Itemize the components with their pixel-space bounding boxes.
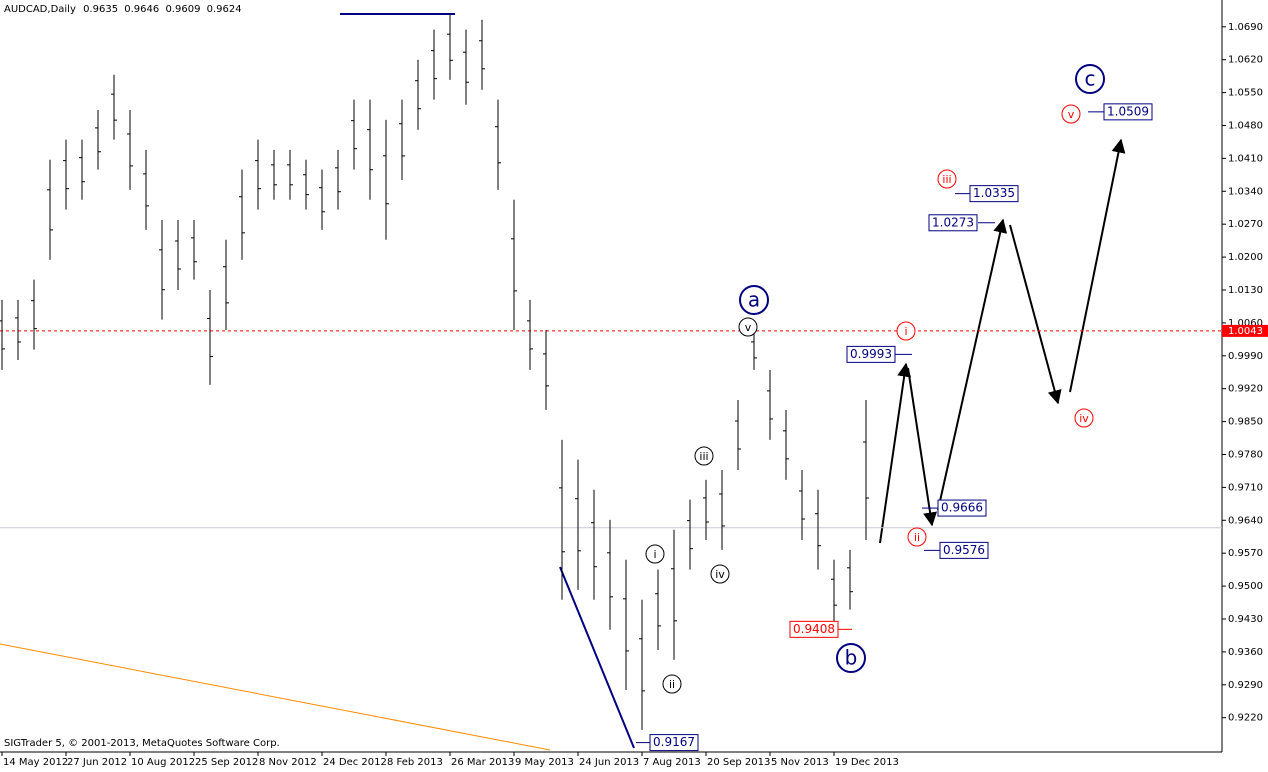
y-tick-label: 0.9290: [1228, 680, 1263, 691]
level-box: [969, 185, 1019, 203]
level-box: [789, 620, 839, 638]
level-box: [937, 499, 987, 517]
y-tick-label: 1.0340: [1228, 186, 1263, 197]
y-tick-label: 1.0550: [1228, 88, 1263, 99]
level-label: 1.0273: [932, 215, 974, 229]
level-label: 0.9576: [943, 543, 985, 557]
high: 0.9646: [124, 4, 159, 15]
wave-circle: [645, 544, 665, 564]
y-tick-label: 0.9500: [1228, 581, 1263, 592]
x-tick-label: 5 Nov 2013: [771, 757, 829, 768]
x-tick-label: 19 Dec 2013: [835, 757, 899, 768]
level-label: 1.0509: [1107, 104, 1149, 118]
wave-circle: [710, 564, 730, 584]
y-tick-label: 1.0060: [1228, 318, 1263, 329]
y-tick-label: 0.9220: [1228, 713, 1263, 724]
x-tick-label: 14 May 2012: [3, 757, 68, 768]
wave-circle: [662, 674, 682, 694]
price-line-label-bg: [1222, 324, 1268, 337]
x-tick-label: 24 Jun 2013: [579, 757, 639, 768]
wave-label: iii: [699, 450, 708, 463]
wave-circle: [694, 446, 714, 466]
x-tick-label: 10 Aug 2012: [131, 757, 195, 768]
level-box: [939, 541, 989, 559]
y-tick-label: 1.0270: [1228, 219, 1263, 230]
y-tick-label: 0.9920: [1228, 384, 1263, 395]
wave-label: ii: [914, 531, 920, 544]
wave-label: v: [745, 321, 752, 334]
level-box: [649, 734, 699, 752]
wave-circle: [896, 321, 916, 341]
symbol: AUDCAD,Daily: [4, 4, 76, 15]
wave-label: i: [653, 548, 656, 561]
x-tick-label: 7 Aug 2013: [643, 757, 701, 768]
wave-label: c: [1085, 67, 1096, 91]
close: 0.9624: [207, 4, 242, 15]
y-tick-label: 1.0480: [1228, 120, 1263, 131]
wave-label: b: [845, 646, 858, 670]
wave-label: iv: [715, 568, 725, 581]
wave-label: i: [904, 325, 907, 338]
wave-circle: [1075, 64, 1105, 94]
x-tick-label: 8 Nov 2012: [259, 757, 317, 768]
low: 0.9609: [165, 4, 200, 15]
y-tick-label: 1.0130: [1228, 285, 1263, 296]
open: 0.9635: [83, 4, 118, 15]
y-tick-label: 0.9710: [1228, 482, 1263, 493]
arrow: [907, 367, 938, 527]
wave-circle: [907, 527, 927, 547]
price-line-label: 1.0043: [1228, 326, 1263, 337]
y-tick-label: 1.0690: [1228, 22, 1263, 33]
y-tick-label: 0.9640: [1228, 515, 1263, 526]
y-tick-label: 0.9430: [1228, 614, 1263, 625]
x-tick-label: 24 Dec 2012: [323, 757, 387, 768]
level-label: 0.9993: [850, 347, 892, 361]
wave-circle: [738, 317, 758, 337]
wave-circle: [937, 169, 957, 189]
wave-circle: [836, 643, 866, 673]
level-label: 0.9666: [941, 501, 983, 515]
y-tick-label: 0.9850: [1228, 417, 1263, 428]
wave-label: a: [748, 288, 760, 312]
trend-line: [0, 643, 551, 751]
copyright: SIGTrader 5, © 2001-2013, MetaQuotes Sof…: [4, 738, 280, 749]
y-tick-label: 0.9570: [1228, 548, 1263, 559]
y-tick-label: 1.0620: [1228, 55, 1263, 66]
chart-header: AUDCAD,Daily 0.9635 0.9646 0.9609 0.9624: [4, 4, 242, 15]
arrow: [1009, 224, 1062, 405]
level-box: [846, 345, 896, 363]
x-tick-label: 20 Sep 2013: [707, 757, 770, 768]
wave-label: iii: [942, 173, 951, 186]
wave-label: ii: [669, 678, 675, 691]
wave-circle: [739, 285, 769, 315]
level-label: 0.9408: [793, 622, 835, 636]
wave-circle: [1061, 104, 1081, 124]
level-box: [928, 214, 978, 232]
y-tick-label: 0.9360: [1228, 647, 1263, 658]
arrow: [1069, 138, 1126, 393]
x-tick-label: 26 Mar 2013: [451, 757, 514, 768]
y-tick-label: 1.0200: [1228, 252, 1263, 263]
x-tick-label: 9 May 2013: [515, 757, 574, 768]
y-tick-label: 1.0410: [1228, 153, 1263, 164]
y-tick-label: 0.9780: [1228, 449, 1263, 460]
x-tick-label: 27 Jun 2012: [67, 757, 127, 768]
level-box: [1103, 103, 1153, 121]
wave-label: v: [1068, 108, 1075, 121]
arrow: [937, 218, 1008, 511]
y-tick-label: 0.9990: [1228, 351, 1263, 362]
x-tick-label: 25 Sep 2012: [195, 757, 258, 768]
level-label: 1.0335: [973, 186, 1015, 200]
level-label: 0.9167: [653, 735, 695, 749]
wave-circle: [1074, 408, 1094, 428]
wave-label: iv: [1079, 412, 1089, 425]
arrow: [879, 362, 912, 544]
x-tick-label: 8 Feb 2013: [387, 757, 443, 768]
trend-line: [559, 566, 635, 749]
projection-arrows: [879, 138, 1126, 544]
